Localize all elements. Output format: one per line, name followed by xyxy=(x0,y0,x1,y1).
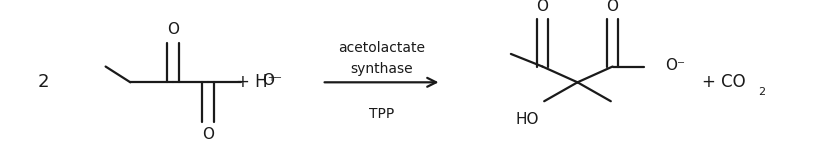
Text: O⁻: O⁻ xyxy=(665,58,685,73)
Text: + H⁺: + H⁺ xyxy=(235,73,276,91)
Text: TPP: TPP xyxy=(369,107,394,121)
Text: HO: HO xyxy=(516,112,540,127)
Text: O⁻: O⁻ xyxy=(262,74,282,89)
Text: acetolactate: acetolactate xyxy=(337,41,425,55)
Text: synthase: synthase xyxy=(350,62,412,76)
Text: + CO: + CO xyxy=(702,73,745,91)
Text: 2: 2 xyxy=(37,73,49,91)
Text: 2: 2 xyxy=(758,86,765,96)
Text: O: O xyxy=(536,0,549,14)
Text: O: O xyxy=(202,127,214,142)
Text: O: O xyxy=(167,22,179,37)
Text: O: O xyxy=(606,0,619,14)
